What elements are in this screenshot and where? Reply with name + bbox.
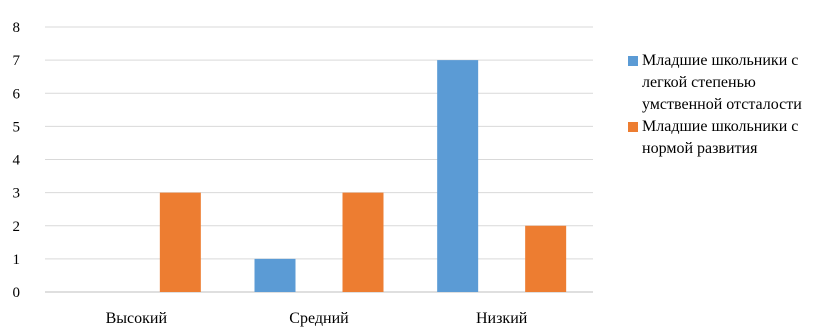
bar-2-3 [525, 225, 567, 292]
legend-label-series-1: Младшие школьники с легкой степенью умст… [642, 52, 802, 113]
legend-swatch-series-1 [628, 56, 638, 66]
y-tick-label: 1 [13, 252, 21, 268]
y-tick-label: 0 [13, 285, 21, 301]
y-tick-label: 3 [13, 186, 21, 202]
bar-1-2 [254, 258, 296, 292]
bar-2-2 [342, 192, 384, 292]
y-tick-label: 8 [13, 20, 21, 36]
bar-2-1 [159, 192, 201, 292]
y-tick-label: 4 [13, 153, 21, 169]
legend: Младшие школьники с легкой степенью умст… [628, 50, 840, 160]
x-category-label: Высокий [106, 310, 168, 327]
y-tick-label: 7 [13, 53, 21, 69]
y-tick-label: 2 [13, 219, 21, 235]
legend-label-series-2: Младшие школьники с нормой развития [642, 118, 799, 157]
x-category-label: Средний [289, 310, 349, 327]
legend-item-series-2: Младшие школьники с нормой развития [628, 116, 840, 160]
y-tick-label: 6 [13, 86, 21, 102]
legend-swatch-series-2 [628, 122, 638, 132]
legend-item-series-1: Младшие школьники с легкой степенью умст… [628, 50, 840, 116]
y-tick-label: 5 [13, 119, 21, 135]
x-category-label: Низкий [476, 310, 528, 327]
bar-1-3 [437, 60, 479, 292]
